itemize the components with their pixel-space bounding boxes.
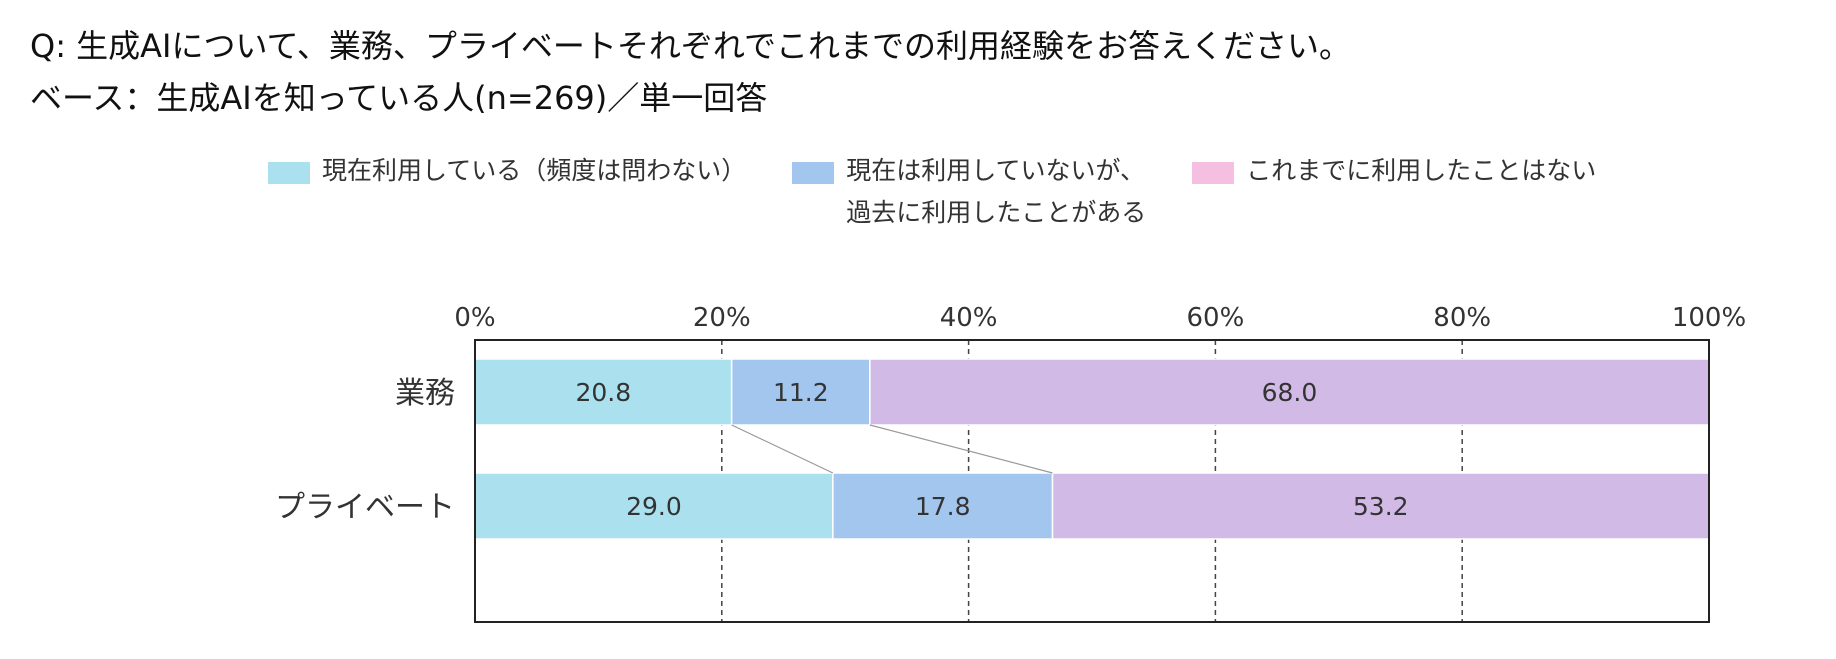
- x-tick-label-20: 20%: [693, 303, 751, 333]
- bar-1-2: [1051, 472, 1710, 540]
- category-label-0: 業務: [395, 376, 455, 411]
- legend: 現在利用している（頻度は問わない） 現在は利用していないが、 過去に利用したこと…: [268, 156, 1642, 234]
- legend-label-current: 現在利用している（頻度は問わない）: [322, 156, 747, 185]
- legend-item-past: 現在は利用していないが、 過去に利用したことがある: [792, 156, 1146, 234]
- legend-swatch-current: [268, 162, 310, 184]
- bar-1-1: [832, 472, 1054, 540]
- value-label-0-0: 20.8: [576, 378, 632, 407]
- x-tick-label-100: 100%: [1672, 303, 1746, 333]
- plot-frame: [474, 339, 1710, 623]
- value-label-0-2: 68.0: [1262, 378, 1318, 407]
- x-tick-label-60: 60%: [1187, 303, 1245, 333]
- legend-label-past: 現在は利用していないが、 過去に利用したことがある: [846, 156, 1147, 227]
- value-label-1-1: 17.8: [915, 492, 971, 521]
- value-label-1-2: 53.2: [1353, 492, 1409, 521]
- value-label-1-0: 29.0: [626, 492, 682, 521]
- legend-swatch-past: [792, 162, 835, 184]
- legend-label-never: これまでに利用したことはない: [1246, 156, 1597, 185]
- connector-line-1: [869, 424, 1053, 474]
- x-tick-label-0: 0%: [454, 303, 495, 333]
- question-text: Q: 生成AIについて、業務、プライベートそれぞれでこれまでの利用経験をお答えく…: [30, 27, 1351, 65]
- category-label-1: プライベート: [275, 490, 455, 525]
- bar-1-0: [474, 472, 834, 540]
- legend-item-current: 現在利用している（頻度は問わない）: [268, 156, 746, 192]
- connector-line-0: [731, 424, 834, 474]
- x-tick-label-80: 80%: [1433, 303, 1491, 333]
- legend-swatch-never: [1192, 162, 1235, 184]
- value-label-0-1: 11.2: [773, 378, 829, 407]
- x-tick-label-40: 40%: [940, 303, 998, 333]
- legend-item-never: これまでに利用したことはない: [1192, 156, 1596, 192]
- base-text: ベース：生成AIを知っている人(n=269)／単一回答: [30, 79, 768, 117]
- title-block: Q: 生成AIについて、業務、プライベートそれぞれでこれまでの利用経験をお答えく…: [30, 20, 1351, 124]
